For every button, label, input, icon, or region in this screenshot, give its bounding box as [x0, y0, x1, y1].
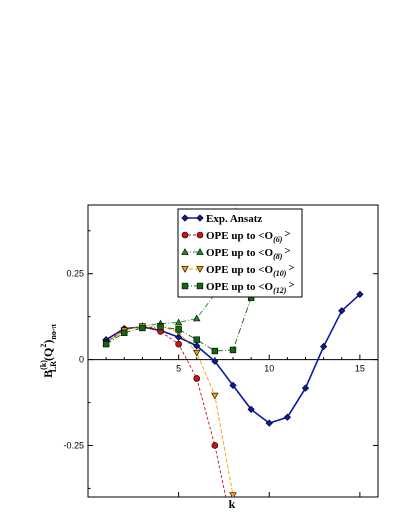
legend-box — [177, 208, 303, 298]
axes: 5 10 15 0.25 0 -0.25 — [63, 230, 378, 497]
data-point — [229, 492, 237, 497]
data-point — [193, 342, 201, 350]
legend-marker — [196, 266, 204, 273]
y-axis-title-main: B — [41, 370, 55, 378]
data-point — [211, 347, 219, 355]
data-point — [301, 384, 310, 392]
y-axis-title-sup2: 2 — [39, 344, 48, 348]
data-point — [157, 323, 164, 331]
data-point — [193, 349, 201, 357]
series-line — [105, 326, 227, 497]
data-point — [193, 314, 201, 322]
legend-marker — [181, 248, 189, 255]
x-tick-label: 5 — [176, 364, 181, 374]
data-point — [265, 419, 273, 427]
legend-marker — [196, 248, 204, 255]
y-tick-label: 0 — [79, 355, 84, 365]
data-point — [193, 375, 201, 382]
data-point — [338, 307, 346, 315]
series-4 — [102, 294, 255, 355]
series-layer — [102, 205, 364, 497]
legend-entry: OPE up to <O(8) > — [206, 245, 291, 261]
data-point — [211, 357, 219, 365]
x-axis-title: k — [229, 497, 236, 511]
y-tick-label: -0.25 — [63, 440, 84, 450]
series-1 — [102, 323, 227, 497]
x-tick-label: 15 — [355, 364, 365, 374]
legend-marker — [181, 214, 189, 222]
x-tick-label: 10 — [264, 364, 274, 374]
data-point — [175, 333, 183, 341]
legend-marker — [196, 214, 204, 222]
y-axis-title-paren: (Q — [41, 348, 55, 361]
y-axis-title-sub2: no-π — [49, 324, 58, 340]
data-point — [139, 324, 146, 332]
data-point — [247, 405, 255, 414]
data-point — [121, 329, 128, 336]
data-point — [356, 290, 364, 298]
y-axis-title: B(k)LR(Q2)no-π — [39, 324, 58, 378]
legend-marker — [196, 231, 204, 239]
data-point — [102, 340, 110, 348]
data-point — [174, 318, 183, 326]
legend-marker — [196, 282, 204, 290]
data-point — [229, 381, 237, 389]
y-axis-title-sub: LR — [49, 361, 58, 372]
data-point — [175, 326, 182, 333]
y-axis-title-tail: ) — [41, 340, 55, 344]
data-point — [175, 340, 182, 348]
legend-marker — [181, 282, 189, 290]
legend-entry: OPE up to <O(12) > — [206, 279, 295, 295]
data-point — [211, 442, 219, 449]
data-point — [193, 336, 200, 343]
data-point — [211, 392, 219, 400]
legend-entry: Exp. Ansatz — [206, 213, 262, 225]
y-axis-title-sup: (k) — [39, 360, 48, 370]
data-point — [320, 342, 328, 351]
data-point — [283, 413, 291, 421]
legend-marker — [181, 266, 189, 273]
legend-entry: OPE up to <O(6) > — [206, 228, 291, 244]
data-point — [229, 346, 237, 354]
series-line — [105, 205, 238, 344]
series-line — [105, 297, 252, 352]
svg-text:B(k)LR(Q2)no-π: B(k)LR(Q2)no-π — [39, 324, 58, 378]
legend-marker — [181, 231, 189, 239]
y-tick-label: 0.25 — [66, 269, 84, 279]
legend-entry: OPE up to <O(10) > — [206, 262, 295, 278]
